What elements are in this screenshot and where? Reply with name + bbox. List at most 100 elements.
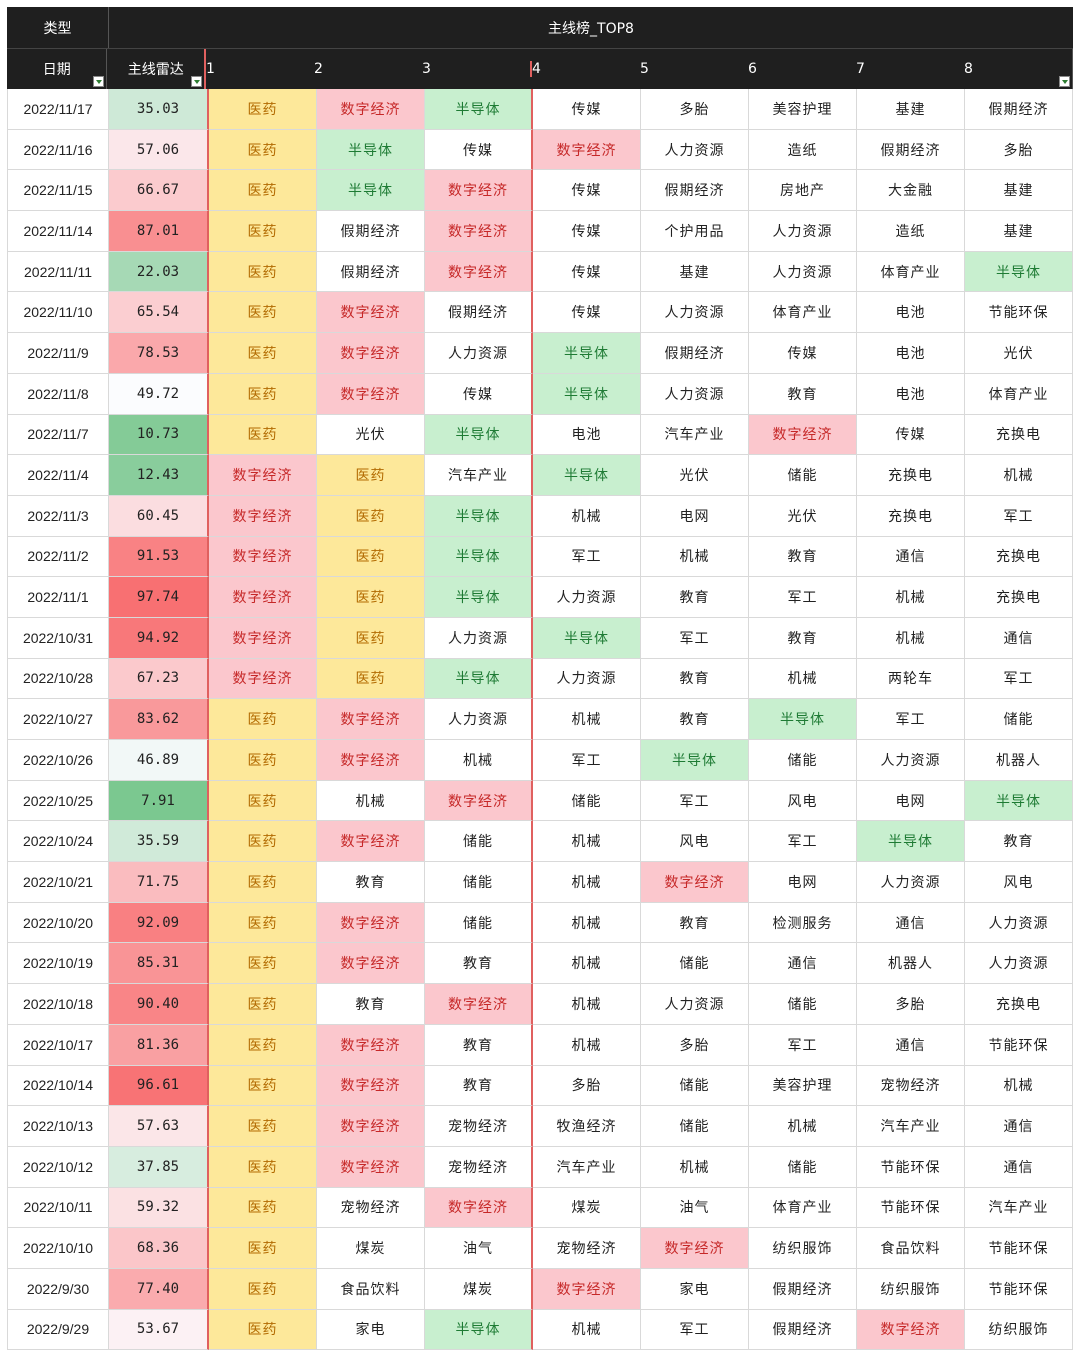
sector-cell[interactable]: 医药 <box>209 1065 317 1107</box>
sector-cell[interactable]: 人力资源 <box>965 943 1073 985</box>
sector-cell[interactable]: 医药 <box>209 984 317 1025</box>
sector-cell[interactable]: 电池 <box>857 333 965 374</box>
column-header-radar[interactable]: 主线雷达 <box>107 49 206 89</box>
date-cell[interactable]: 2022/11/8 <box>7 373 109 415</box>
sector-cell[interactable]: 机械 <box>533 1024 641 1066</box>
sector-cell[interactable]: 医药 <box>209 89 317 130</box>
radar-cell[interactable]: 57.06 <box>109 129 209 171</box>
sector-cell[interactable]: 医药 <box>317 577 425 618</box>
date-cell[interactable]: 2022/10/25 <box>7 780 109 822</box>
sector-cell[interactable]: 医药 <box>209 292 317 334</box>
sector-cell[interactable]: 储能 <box>749 740 857 781</box>
date-cell[interactable]: 2022/11/17 <box>7 89 109 130</box>
sector-cell[interactable]: 人力资源 <box>857 862 965 903</box>
sector-cell[interactable]: 医药 <box>209 129 317 171</box>
sector-cell[interactable]: 数字经济 <box>317 1024 425 1066</box>
date-cell[interactable]: 2022/11/9 <box>7 333 109 374</box>
sector-cell[interactable]: 教育 <box>749 373 857 415</box>
sector-cell[interactable]: 数字经济 <box>209 617 317 659</box>
sector-cell[interactable]: 半导体 <box>533 455 641 496</box>
sector-cell[interactable]: 纺织服饰 <box>749 1228 857 1269</box>
sector-cell[interactable]: 军工 <box>965 495 1073 537</box>
sector-cell[interactable]: 人力资源 <box>533 658 641 700</box>
sector-cell[interactable]: 大金融 <box>857 170 965 212</box>
sector-cell[interactable]: 机械 <box>533 943 641 985</box>
sector-cell[interactable]: 储能 <box>425 862 533 903</box>
date-cell[interactable]: 2022/10/19 <box>7 943 109 985</box>
sector-cell[interactable]: 军工 <box>533 740 641 781</box>
sector-cell[interactable]: 半导体 <box>425 89 533 130</box>
sector-cell[interactable]: 储能 <box>641 1106 749 1147</box>
sector-cell[interactable]: 电网 <box>641 495 749 537</box>
sector-cell[interactable]: 半导体 <box>425 577 533 618</box>
radar-cell[interactable]: 60.45 <box>109 495 209 537</box>
sector-cell[interactable]: 人力资源 <box>641 129 749 171</box>
sector-cell[interactable]: 体育产业 <box>749 1187 857 1229</box>
column-header-rank-2[interactable]: 2 <box>314 61 1070 87</box>
date-cell[interactable]: 2022/10/27 <box>7 699 109 740</box>
sector-cell[interactable]: 医药 <box>317 536 425 578</box>
sector-cell[interactable]: 数字经济 <box>533 1268 641 1310</box>
sector-cell[interactable]: 数字经济 <box>641 1228 749 1269</box>
radar-cell[interactable]: 91.53 <box>109 536 209 578</box>
sector-cell[interactable]: 房地产 <box>749 170 857 212</box>
sector-cell[interactable]: 基建 <box>965 211 1073 252</box>
sector-cell[interactable]: 军工 <box>641 617 749 659</box>
column-header-rank-4[interactable]: 4 <box>532 61 1070 87</box>
radar-cell[interactable]: 22.03 <box>109 251 209 293</box>
sector-cell[interactable]: 人力资源 <box>857 740 965 781</box>
sector-cell[interactable]: 半导体 <box>425 536 533 578</box>
date-cell[interactable]: 2022/10/14 <box>7 1065 109 1107</box>
sector-cell[interactable]: 机械 <box>533 862 641 903</box>
sector-cell[interactable]: 基建 <box>641 251 749 293</box>
radar-cell[interactable]: 57.63 <box>109 1106 209 1147</box>
sector-cell[interactable]: 节能环保 <box>965 1228 1073 1269</box>
sector-cell[interactable]: 机械 <box>641 536 749 578</box>
sector-cell[interactable]: 牧渔经济 <box>533 1106 641 1147</box>
sector-cell[interactable]: 半导体 <box>317 129 425 171</box>
sector-cell[interactable]: 半导体 <box>533 333 641 374</box>
sector-cell[interactable]: 汽车产业 <box>425 455 533 496</box>
radar-cell[interactable]: 59.32 <box>109 1187 209 1229</box>
sector-cell[interactable]: 医药 <box>317 495 425 537</box>
sector-cell[interactable]: 半导体 <box>425 414 533 456</box>
sector-cell[interactable]: 机械 <box>533 821 641 863</box>
date-cell[interactable]: 2022/11/15 <box>7 170 109 212</box>
sector-cell[interactable]: 教育 <box>641 577 749 618</box>
sector-cell[interactable]: 充换电 <box>857 455 965 496</box>
sector-cell[interactable]: 储能 <box>749 1146 857 1188</box>
sector-cell[interactable]: 数字经济 <box>317 699 425 740</box>
sector-cell[interactable]: 数字经济 <box>641 862 749 903</box>
sector-cell[interactable]: 数字经济 <box>317 902 425 944</box>
sector-cell[interactable]: 人力资源 <box>749 211 857 252</box>
radar-cell[interactable]: 66.67 <box>109 170 209 212</box>
date-cell[interactable]: 2022/9/29 <box>7 1309 109 1350</box>
sector-cell[interactable]: 医药 <box>317 455 425 496</box>
sector-cell[interactable]: 教育 <box>965 821 1073 863</box>
date-cell[interactable]: 2022/10/13 <box>7 1106 109 1147</box>
date-cell[interactable]: 2022/10/20 <box>7 902 109 944</box>
sector-cell[interactable]: 数字经济 <box>425 1187 533 1229</box>
sector-cell[interactable]: 储能 <box>641 943 749 985</box>
sector-cell[interactable]: 机械 <box>965 1065 1073 1107</box>
sector-cell[interactable]: 军工 <box>857 699 965 740</box>
sector-cell[interactable]: 数字经济 <box>317 821 425 863</box>
sector-cell[interactable]: 半导体 <box>965 780 1073 822</box>
sector-cell[interactable]: 油气 <box>425 1228 533 1269</box>
date-cell[interactable]: 2022/10/28 <box>7 658 109 700</box>
sector-cell[interactable]: 多胎 <box>641 1024 749 1066</box>
sector-cell[interactable]: 医药 <box>209 1268 317 1310</box>
sector-cell[interactable]: 汽车产业 <box>641 414 749 456</box>
sector-cell[interactable]: 数字经济 <box>317 943 425 985</box>
sector-cell[interactable]: 数字经济 <box>317 1065 425 1107</box>
filter-dropdown-icon[interactable] <box>191 76 202 87</box>
sector-cell[interactable]: 数字经济 <box>425 211 533 252</box>
sector-cell[interactable]: 汽车产业 <box>533 1146 641 1188</box>
date-cell[interactable]: 2022/11/16 <box>7 129 109 171</box>
sector-cell[interactable]: 医药 <box>317 617 425 659</box>
sector-cell[interactable]: 数字经济 <box>425 780 533 822</box>
sector-cell[interactable]: 人力资源 <box>641 373 749 415</box>
sector-cell[interactable]: 节能环保 <box>965 292 1073 334</box>
sector-cell[interactable]: 半导体 <box>965 251 1073 293</box>
sector-cell[interactable]: 汽车产业 <box>965 1187 1073 1229</box>
